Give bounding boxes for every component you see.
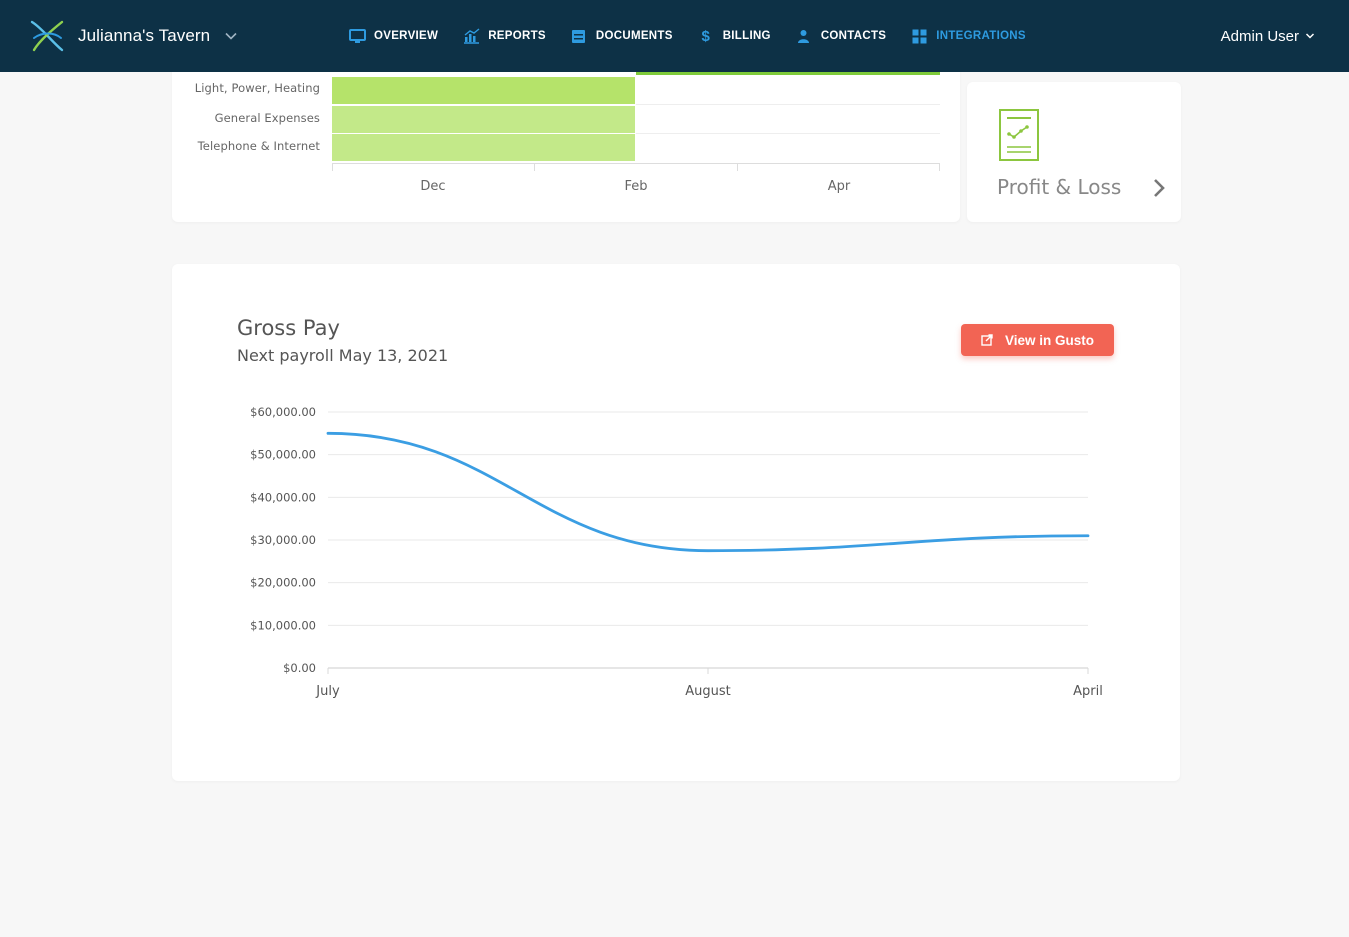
nav-item-integrations[interactable]: INTEGRATIONS [910,0,1026,72]
external-link-icon [981,334,993,346]
nav-item-billing[interactable]: $ BILLING [697,0,771,72]
card-title: Gross Pay [237,316,340,340]
button-label: View in Gusto [1004,332,1094,348]
archive-icon [570,28,588,44]
x-tick [737,163,738,171]
company-switcher[interactable]: Julianna's Tavern [28,18,237,54]
y-tick-label: $20,000.00 [250,576,316,590]
category-label: General Expenses [214,111,320,125]
chevron-right-icon [1154,179,1165,197]
x-tick-label: April [1073,684,1103,699]
main-nav: OVERVIEW REPORTS DOCUMENTS $ BILLING CON… [348,0,1050,72]
nav-label: OVERVIEW [374,30,439,42]
x-tick-label: August [685,684,731,699]
profit-loss-title: Profit & Loss [997,175,1122,199]
y-tick-label: $40,000.00 [250,490,316,504]
nav-item-overview[interactable]: OVERVIEW [348,0,438,72]
profit-loss-card[interactable]: Profit & Loss [967,82,1181,222]
chart-icon [462,28,480,44]
expense-bar [332,134,635,161]
nav-label: DOCUMENTS [595,30,673,42]
dollar-icon: $ [701,27,710,45]
report-icon [999,109,1039,161]
x-tick-label: Apr [827,179,851,194]
gross-pay-card: $0.00 $10,000.00 $20,000.00 $30,000.00 $40,0… [172,264,1180,781]
nav-label: BILLING [722,30,771,42]
x-tick-label: Feb [624,179,648,194]
nav-item-reports[interactable]: REPORTS [462,0,546,72]
chevron-down-icon [225,32,237,40]
x-tick [534,163,535,171]
nav-label: INTEGRATIONS [936,30,1026,42]
grid-icon [910,28,928,44]
y-tick-label: $50,000.00 [250,448,316,462]
expense-bar [332,106,635,133]
y-tick-label: $30,000.00 [250,533,316,547]
expense-bar [332,77,635,104]
series-line [326,431,1090,553]
monitor-icon [348,28,366,44]
top-navigation-bar: Julianna's Tavern OVERVIEW REPORTS DOCUM… [0,0,1349,72]
x-tick [332,163,333,171]
nav-label: REPORTS [488,30,546,42]
expense-chart-card: Light, Power, Heating General Expenses T… [172,50,960,222]
nav-item-documents[interactable]: DOCUMENTS [570,0,673,72]
company-logo-icon [30,20,64,52]
gross-pay-line-chart: $0.00 $10,000.00 $20,000.00 $30,000.00 $40,0… [250,405,1103,699]
chevron-down-icon [1305,33,1315,39]
x-tick [939,163,940,171]
category-label: Telephone & Internet [197,139,320,153]
x-tick-label: July [315,684,340,699]
y-tick-label: $10,000.00 [250,618,316,632]
nav-label: CONTACTS [820,30,887,42]
x-axis [332,163,940,164]
y-tick-label: $0.00 [283,661,316,675]
user-name: Admin User [1220,27,1299,45]
contacts-icon [795,28,813,44]
grid-line [636,133,940,134]
x-tick-label: Dec [420,179,446,194]
bar-fragment [636,72,940,75]
category-label: Light, Power, Heating [194,81,320,95]
next-payroll-text: Next payroll May 13, 2021 [237,346,449,365]
y-tick-label: $60,000.00 [250,405,316,419]
view-in-gusto-button[interactable]: View in Gusto [961,324,1114,356]
user-menu[interactable]: Admin User [1221,0,1315,72]
company-name: Julianna's Tavern [78,26,211,45]
nav-item-contacts[interactable]: CONTACTS [795,0,886,72]
grid-line [636,104,940,105]
